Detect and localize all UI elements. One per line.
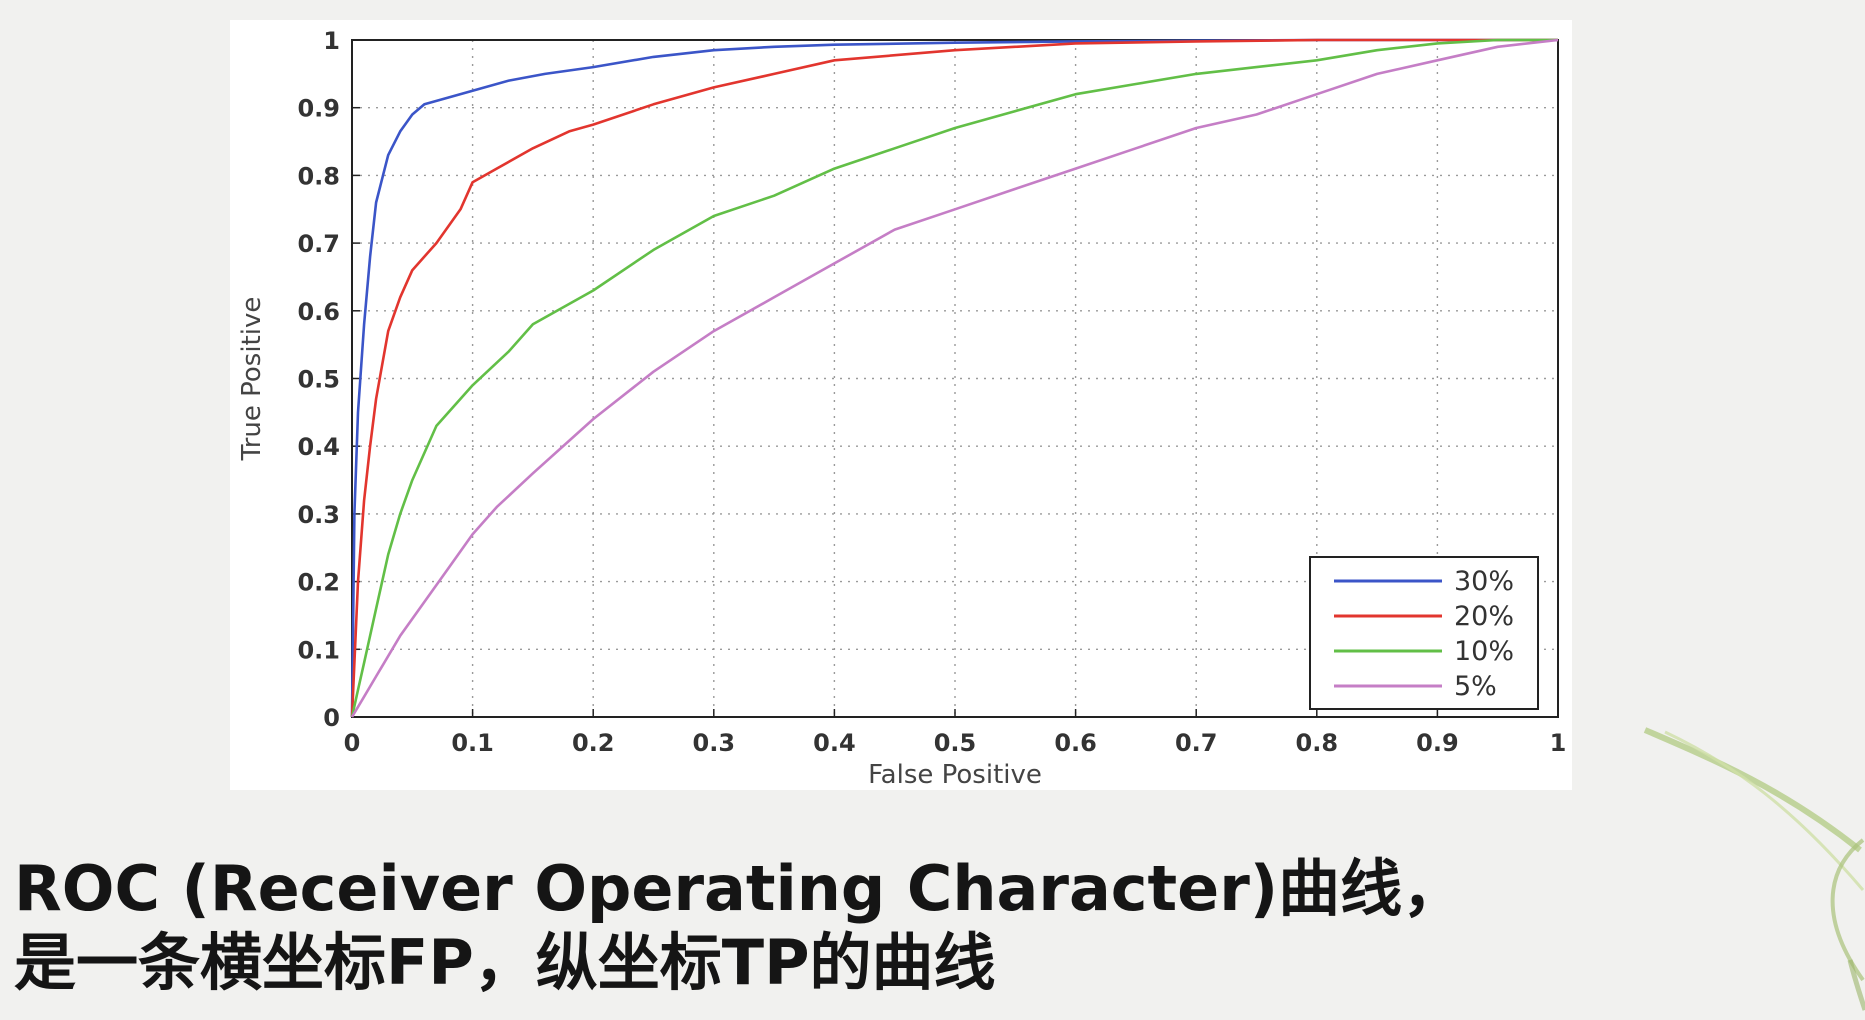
y-tick-label: 0.2 (297, 569, 340, 597)
series-layer (350, 38, 1559, 718)
leaf-decoration-icon (1643, 727, 1865, 1011)
legend-entry: 30% (1454, 566, 1514, 597)
x-tick-label: 0 (344, 729, 361, 757)
series-line-0 (350, 38, 1558, 718)
y-tick-label: 0.8 (297, 162, 340, 190)
legend-entry: 5% (1454, 671, 1497, 702)
legend-entry: 10% (1454, 636, 1514, 667)
y-tick-label: 0.6 (297, 298, 340, 326)
x-tick-label: 0.1 (451, 729, 494, 757)
y-tick-label: 0.9 (297, 95, 340, 123)
series-line-3 (350, 38, 1559, 718)
roc-chart-panel: 0 0.1 0.2 0.3 0.4 0.5 0.6 0.7 0.8 0.9 1 0 0.1 0.2 0.3 0… (230, 20, 1572, 790)
x-tick-label: 0.7 (1175, 729, 1218, 757)
y-tick-label: 0.5 (297, 366, 340, 394)
y-tick-label: 0.4 (297, 433, 340, 461)
series-line-2 (350, 38, 1558, 718)
x-tick-label: 0.5 (934, 729, 977, 757)
x-tick-label: 0.2 (572, 729, 615, 757)
legend: 30% 20% 10% 5% (1309, 556, 1539, 710)
x-tick-label: 0.8 (1296, 729, 1339, 757)
y-tick-label: 0.3 (297, 501, 340, 529)
y-tick-label: 0.7 (297, 230, 340, 258)
x-tick-label: 1 (1550, 729, 1567, 757)
series-line-1 (350, 38, 1558, 718)
y-tick-label: 1 (323, 27, 340, 55)
y-tick-label: 0.1 (297, 636, 340, 664)
legend-entry: 20% (1454, 601, 1514, 632)
x-tick-label: 0.3 (693, 729, 736, 757)
x-tick-label: 0.6 (1054, 729, 1097, 757)
x-axis-label: False Positive (868, 760, 1042, 790)
roc-chart: 0 0.1 0.2 0.3 0.4 0.5 0.6 0.7 0.8 0.9 1 0 0.1 0.2 0.3 0… (237, 27, 1566, 790)
y-tick-label: 0 (323, 704, 340, 732)
caption-line-2: 是一条横坐标FP，纵坐标TP的曲线 (14, 926, 996, 999)
y-axis-label: True Positive (237, 297, 267, 462)
x-tick-label: 0.9 (1416, 729, 1459, 757)
tick-layer: 0 0.1 0.2 0.3 0.4 0.5 0.6 0.7 0.8 0.9 1 0 0.1 0.2 0.3 0… (297, 27, 1566, 757)
caption: ROC (Receiver Operating Character)曲线， 是一… (14, 852, 1854, 1000)
x-tick-label: 0.4 (813, 729, 856, 757)
caption-line-1: ROC (Receiver Operating Character)曲线， (14, 852, 1465, 925)
grid-layer (352, 40, 1558, 717)
